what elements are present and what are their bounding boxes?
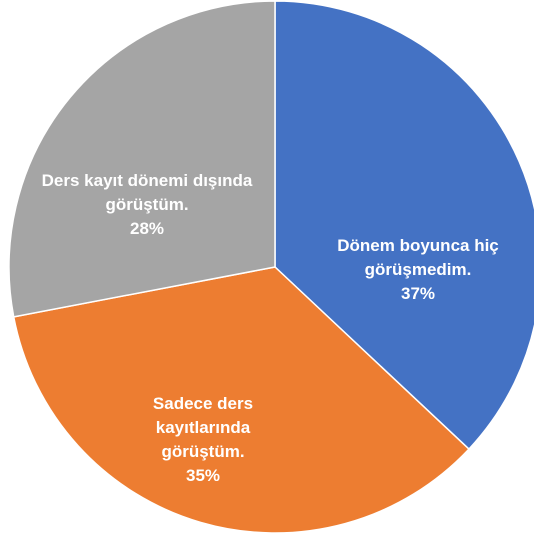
- slice-label: Dönem boyunca hiç görüşmedim. 37%: [298, 234, 534, 306]
- value-label: 35%: [185, 466, 221, 485]
- value-label: 37%: [400, 284, 436, 303]
- pie-slice: [12, 266, 470, 534]
- category-label: Dönem boyunca hiç görüşmedim.: [337, 236, 499, 279]
- pie-slice: [274, 0, 534, 451]
- pie-slice: [8, 0, 276, 318]
- value-label: 28%: [129, 219, 165, 238]
- slice-label: Sadece ders kayıtlarında görüştüm. 35%: [128, 392, 278, 488]
- slice-label: Ders kayıt dönemi dışında görüştüm. 28%: [37, 169, 257, 241]
- category-label: Ders kayıt dönemi dışında görüştüm.: [41, 171, 253, 214]
- category-label: Sadece ders kayıtlarında görüştüm.: [152, 394, 254, 461]
